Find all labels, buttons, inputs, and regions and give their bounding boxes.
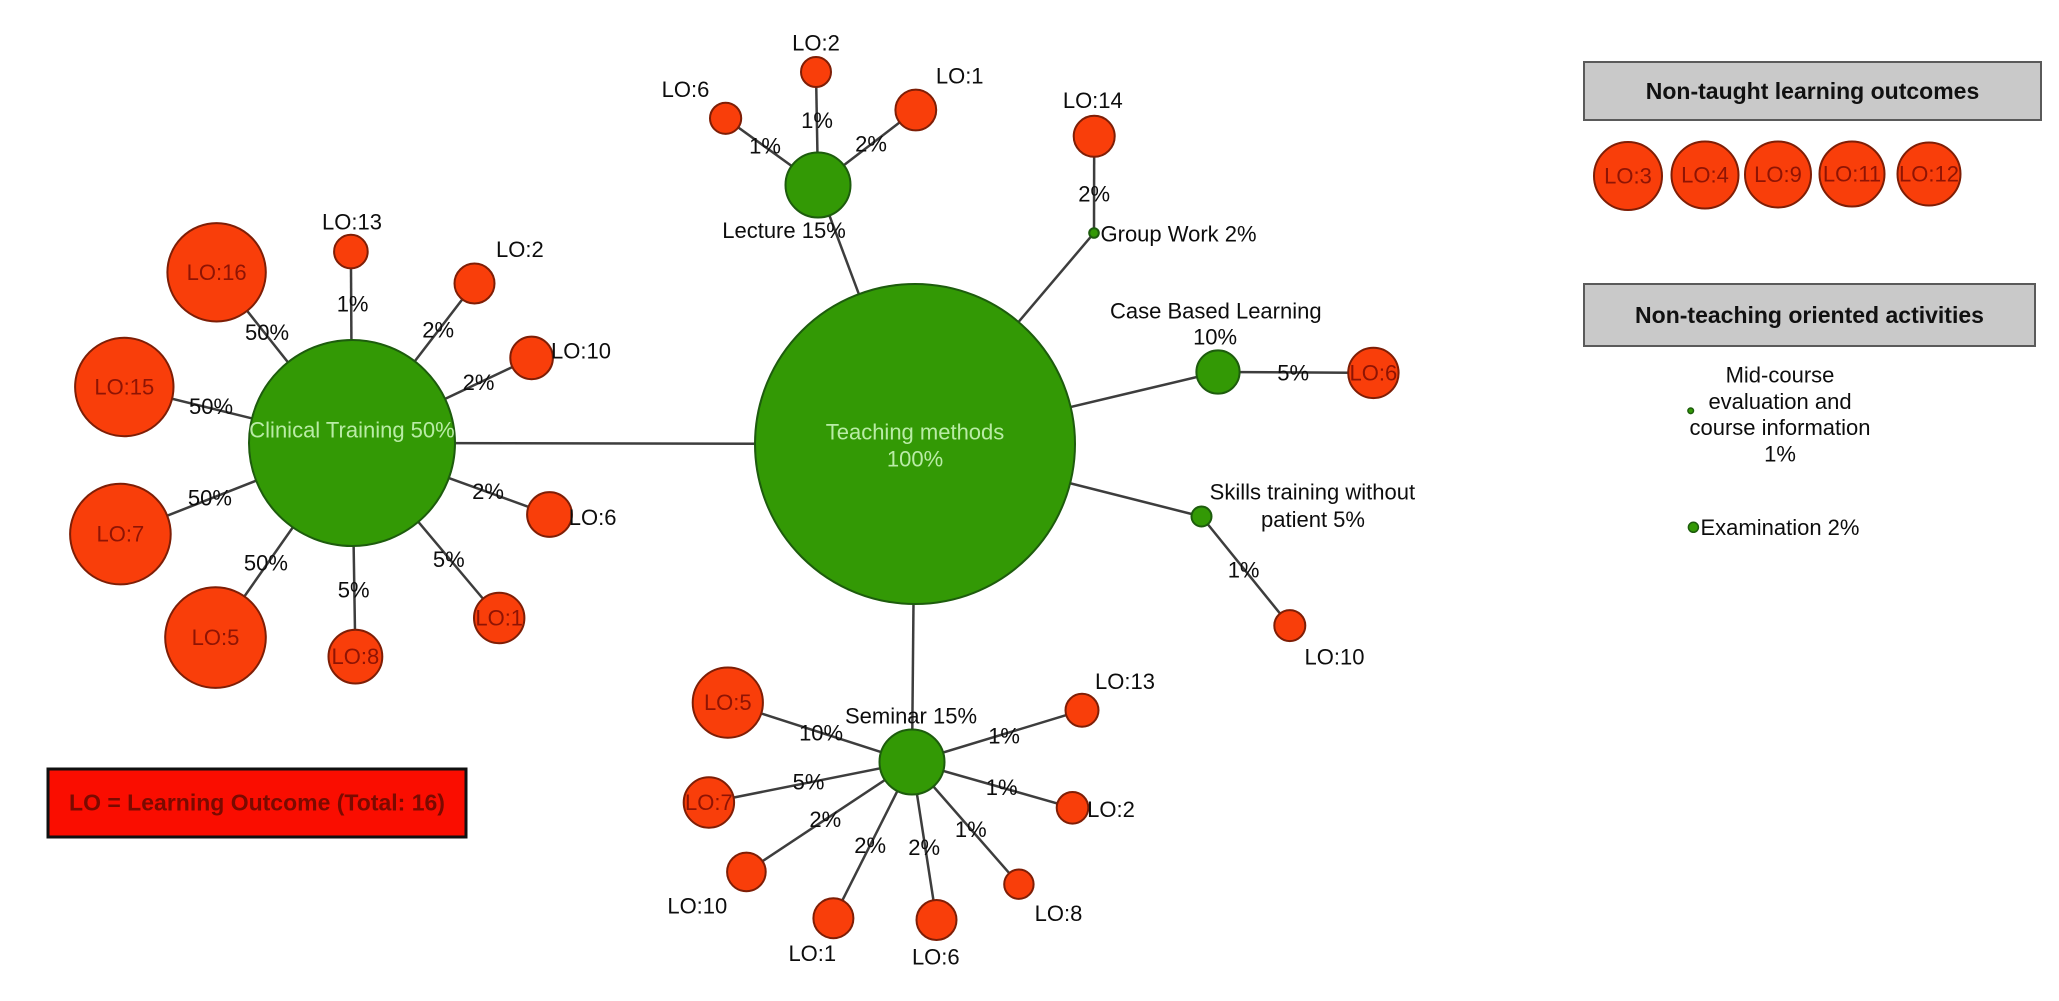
svg-text:LO:5: LO:5 — [704, 690, 752, 715]
svg-text:LO:1: LO:1 — [475, 606, 523, 631]
svg-text:10%: 10% — [1193, 325, 1237, 350]
svg-text:2%: 2% — [472, 479, 504, 504]
svg-text:2%: 2% — [908, 835, 940, 860]
svg-text:Seminar 15%: Seminar 15% — [845, 704, 977, 729]
svg-text:Case Based Learning: Case Based Learning — [1110, 299, 1322, 324]
svg-text:1%: 1% — [749, 134, 781, 159]
svg-text:Mid-course: Mid-course — [1726, 363, 1835, 388]
svg-text:1%: 1% — [988, 723, 1020, 748]
svg-text:2%: 2% — [809, 807, 841, 832]
svg-text:5%: 5% — [793, 770, 825, 795]
svg-text:5%: 5% — [338, 578, 370, 603]
svg-text:LO:5: LO:5 — [192, 625, 240, 650]
svg-text:Non-taught learning outcomes: Non-taught learning outcomes — [1646, 78, 1980, 104]
svg-text:LO:7: LO:7 — [97, 522, 145, 547]
svg-text:LO = Learning Outcome (Total:: LO = Learning Outcome (Total: 16) — [69, 790, 445, 816]
svg-text:LO:8: LO:8 — [1035, 901, 1083, 926]
svg-text:1%: 1% — [801, 108, 833, 133]
svg-text:LO:4: LO:4 — [1681, 163, 1729, 188]
svg-text:course information: course information — [1690, 415, 1871, 440]
svg-text:2%: 2% — [463, 370, 495, 395]
svg-text:1%: 1% — [1228, 557, 1260, 582]
svg-text:5%: 5% — [433, 547, 465, 572]
svg-text:LO:11: LO:11 — [1823, 162, 1881, 187]
svg-text:LO:16: LO:16 — [187, 260, 247, 285]
svg-text:2%: 2% — [1078, 181, 1110, 206]
svg-text:LO:6: LO:6 — [662, 77, 710, 102]
svg-text:Skills training without: Skills training without — [1210, 479, 1415, 504]
svg-text:patient 5%: patient 5% — [1261, 507, 1365, 532]
svg-text:1%: 1% — [955, 817, 987, 842]
svg-text:LO:10: LO:10 — [1305, 644, 1365, 669]
svg-text:100%: 100% — [887, 447, 943, 472]
svg-text:1%: 1% — [986, 775, 1018, 800]
svg-text:1%: 1% — [1764, 441, 1796, 466]
svg-text:LO:13: LO:13 — [1095, 669, 1155, 694]
svg-text:LO:1: LO:1 — [936, 63, 984, 88]
svg-text:50%: 50% — [244, 551, 288, 576]
svg-text:50%: 50% — [188, 485, 232, 510]
svg-text:Clinical Training 50%: Clinical Training 50% — [249, 418, 454, 443]
svg-text:2%: 2% — [855, 132, 887, 157]
svg-text:1%: 1% — [337, 292, 369, 317]
svg-text:Teaching methods: Teaching methods — [826, 420, 1005, 445]
svg-text:2%: 2% — [422, 317, 454, 342]
svg-text:LO:6: LO:6 — [569, 505, 617, 530]
svg-text:Examination 2%: Examination 2% — [1701, 515, 1860, 540]
svg-text:LO:3: LO:3 — [1604, 164, 1652, 189]
svg-text:10%: 10% — [799, 721, 843, 746]
svg-text:LO:12: LO:12 — [1899, 162, 1959, 187]
svg-text:50%: 50% — [245, 320, 289, 345]
svg-text:LO:2: LO:2 — [496, 237, 544, 262]
svg-text:LO:6: LO:6 — [1350, 360, 1398, 385]
svg-text:LO:7: LO:7 — [685, 790, 733, 815]
svg-text:5%: 5% — [1277, 360, 1309, 385]
svg-text:LO:13: LO:13 — [322, 210, 382, 235]
svg-text:2%: 2% — [854, 833, 886, 858]
svg-text:LO:6: LO:6 — [912, 944, 960, 969]
svg-text:LO:14: LO:14 — [1063, 88, 1123, 113]
svg-text:50%: 50% — [189, 394, 233, 419]
svg-text:Non-teaching oriented activiti: Non-teaching oriented activities — [1635, 302, 1984, 328]
svg-text:LO:10: LO:10 — [551, 339, 611, 364]
svg-text:LO:10: LO:10 — [667, 894, 727, 919]
svg-text:Lecture 15%: Lecture 15% — [722, 218, 846, 243]
svg-text:LO:9: LO:9 — [1754, 162, 1802, 187]
svg-text:LO:2: LO:2 — [1087, 797, 1135, 822]
svg-text:LO:8: LO:8 — [332, 644, 380, 669]
svg-text:LO:2: LO:2 — [792, 31, 840, 56]
svg-text:evaluation and: evaluation and — [1708, 389, 1851, 414]
svg-text:LO:1: LO:1 — [788, 941, 836, 966]
svg-text:Group Work 2%: Group Work 2% — [1101, 222, 1257, 247]
svg-text:LO:15: LO:15 — [94, 375, 154, 400]
